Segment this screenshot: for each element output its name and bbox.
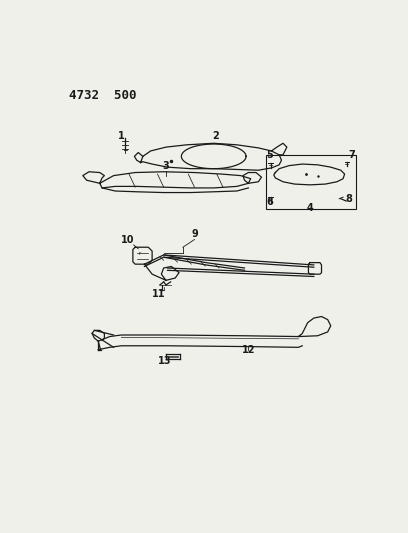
Text: 9: 9 <box>191 229 198 239</box>
Text: 6: 6 <box>266 197 273 207</box>
Bar <box>266 155 356 209</box>
Text: 7: 7 <box>348 150 355 160</box>
Text: 3: 3 <box>163 161 169 172</box>
Text: 10: 10 <box>121 236 134 245</box>
Text: 12: 12 <box>242 345 255 354</box>
Text: 5: 5 <box>266 150 273 160</box>
Text: 13: 13 <box>158 356 172 366</box>
Text: 1: 1 <box>118 132 125 141</box>
Text: 8: 8 <box>346 194 353 204</box>
Text: 4: 4 <box>306 203 313 213</box>
Text: 2: 2 <box>213 132 220 141</box>
Text: 4732  500: 4732 500 <box>69 90 136 102</box>
Text: 11: 11 <box>151 289 165 299</box>
Text: r: r <box>138 251 140 256</box>
